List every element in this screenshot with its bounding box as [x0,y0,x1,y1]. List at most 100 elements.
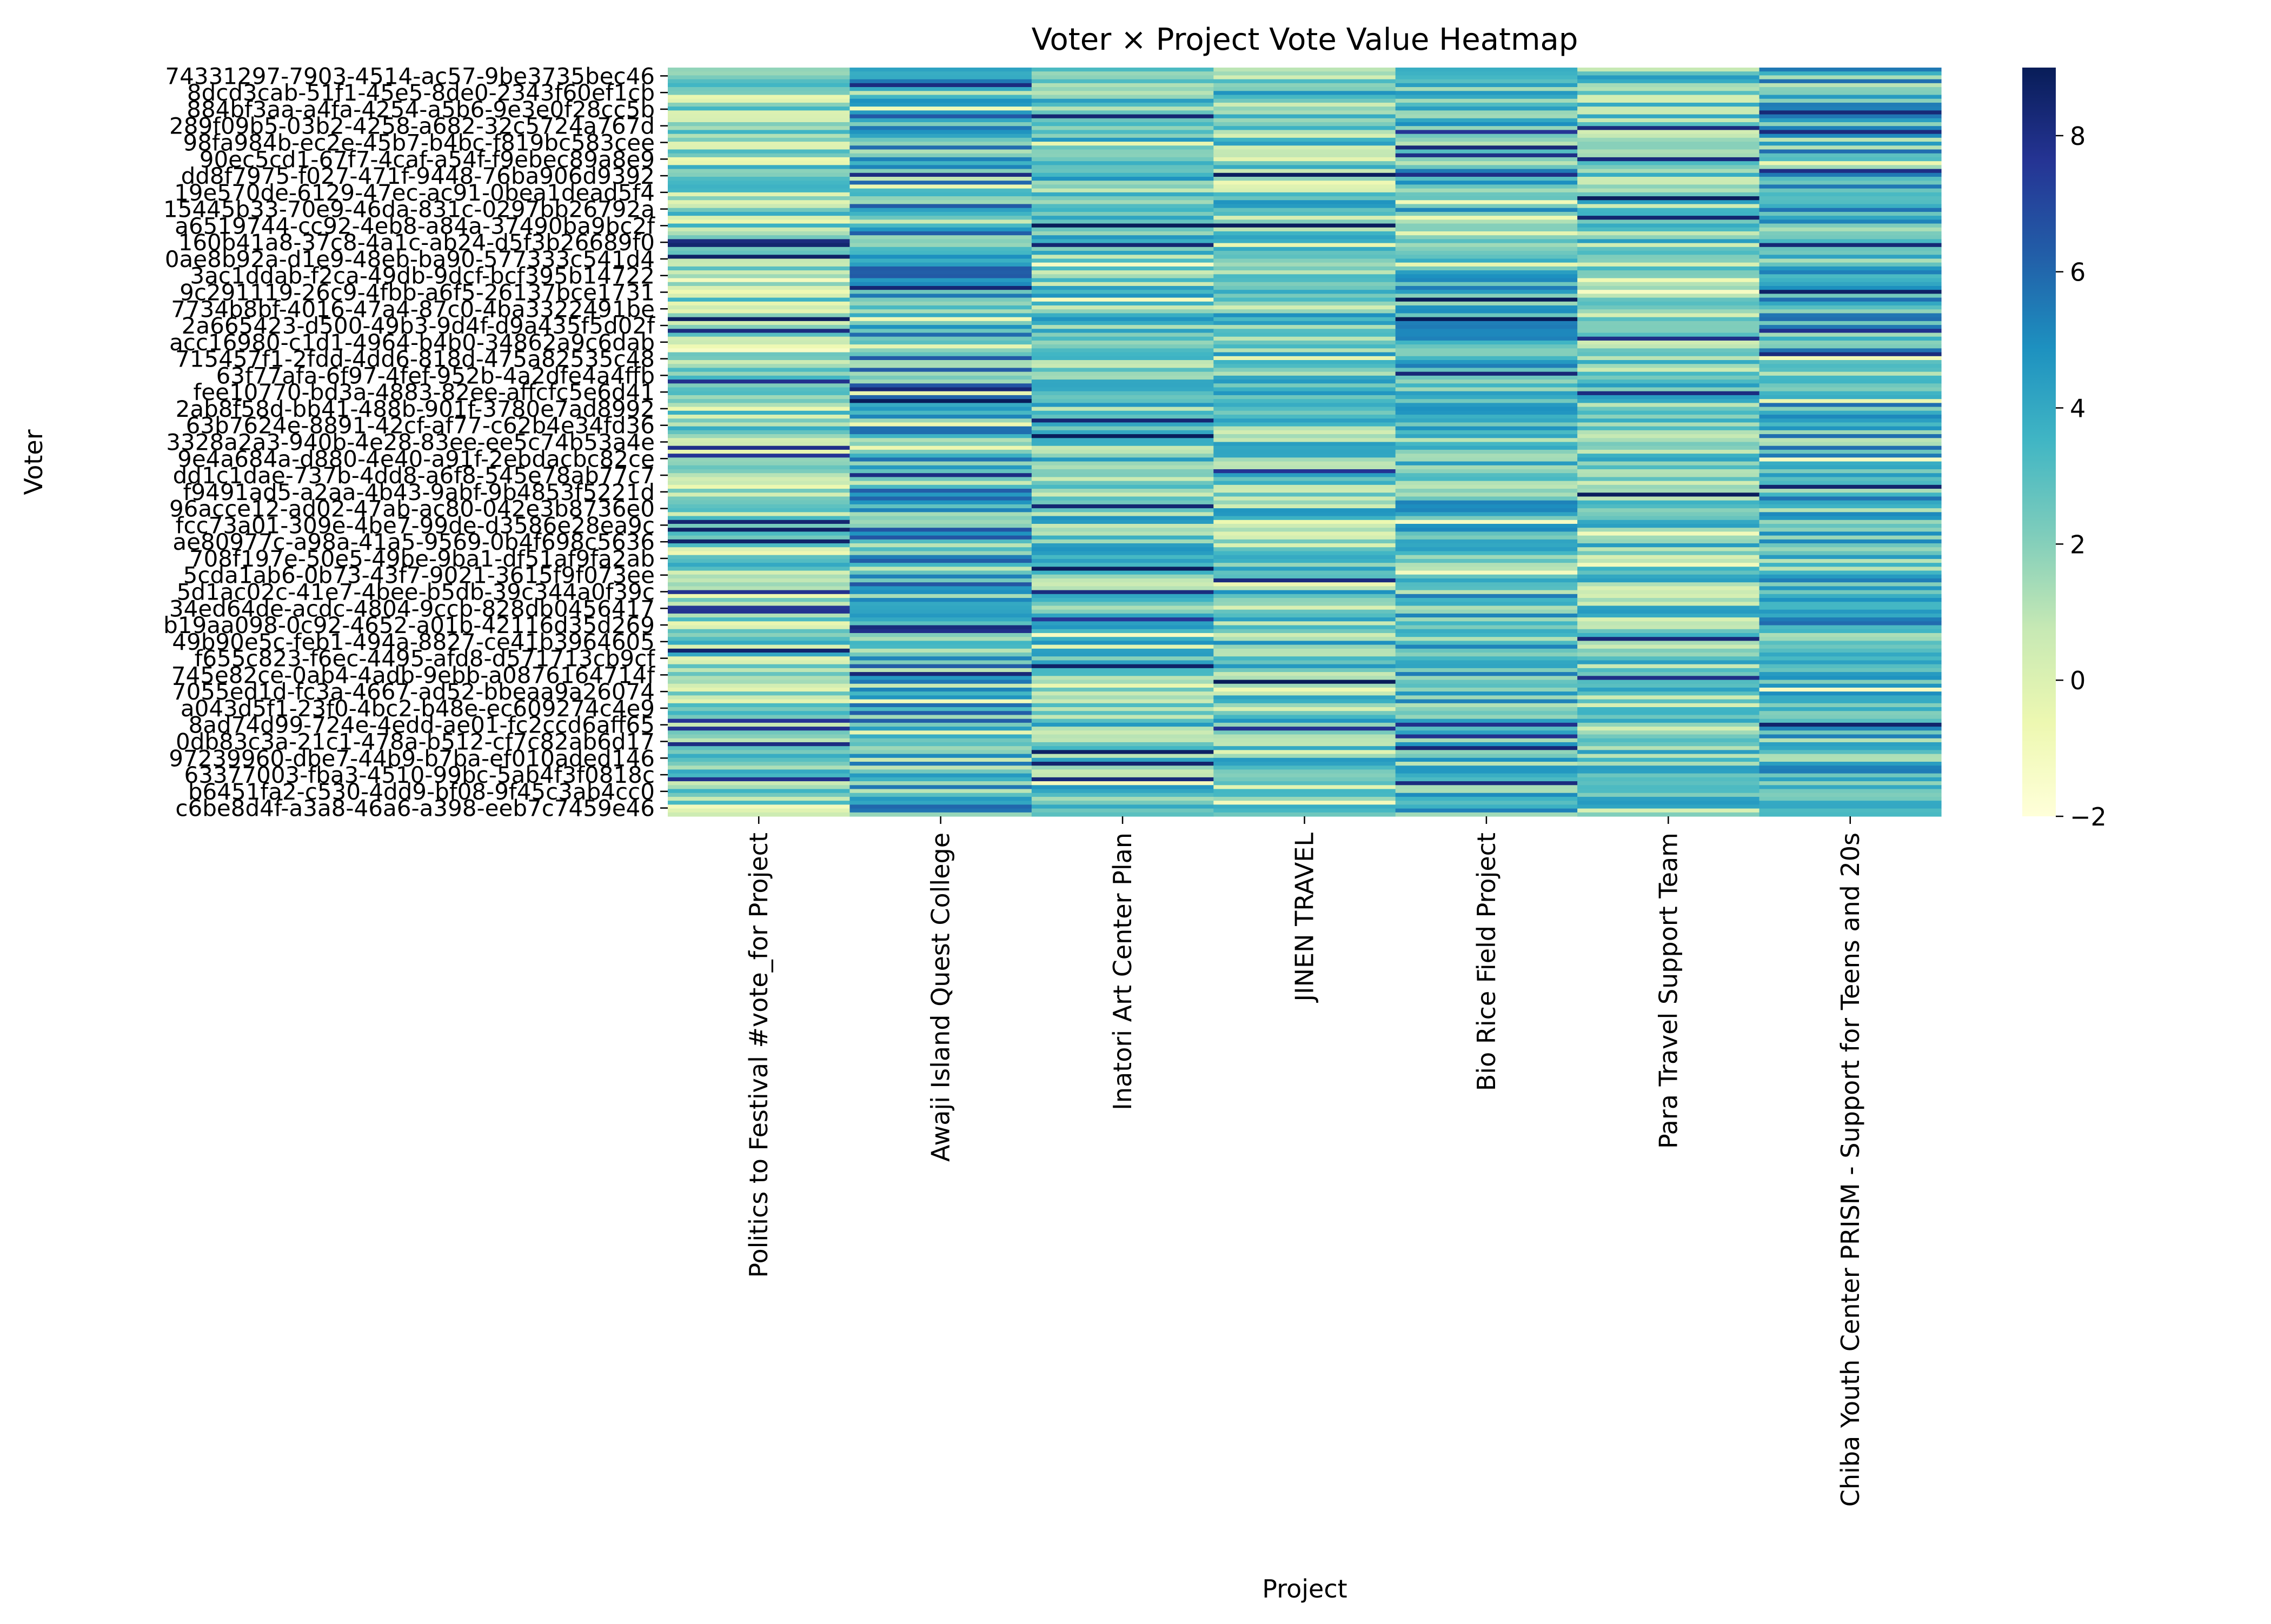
heatmap-cell [1213,633,1396,637]
heatmap-cell [1759,539,1942,544]
heatmap-cell [1577,586,1760,591]
heatmap-cell [668,668,851,673]
heatmap-cell [1577,687,1760,692]
heatmap-cell [1213,481,1396,485]
heatmap-cell [1759,504,1942,509]
heatmap-cell [849,454,1032,458]
heatmap-cell [1759,742,1942,747]
heatmap-cell [1759,609,1942,614]
heatmap-cell [1759,691,1942,696]
heatmap-cell [1213,122,1396,127]
heatmap-cell [1759,107,1942,111]
heatmap-cell [668,438,851,443]
heatmap-cell [668,239,851,244]
heatmap-cell [1213,535,1396,540]
heatmap-cell [668,812,851,817]
heatmap-cell [1395,457,1578,462]
heatmap-cell [1213,609,1396,614]
heatmap-cell [1031,332,1214,337]
heatmap-cell [668,216,851,220]
heatmap-cell [1213,590,1396,595]
row-tick-label: 34ed64de-acdc-4804-9ccb-828db0456417 [169,595,655,622]
heatmap-cell [668,531,851,536]
heatmap-cell [668,91,851,96]
heatmap-cell [1577,211,1760,216]
heatmap-cell [1577,153,1760,158]
heatmap-cell [1213,137,1396,142]
heatmap-cell [1031,157,1214,162]
heatmap-cell [1395,75,1578,80]
heatmap-cell [668,789,851,794]
heatmap-cell [1577,644,1760,649]
heatmap-cell [1759,605,1942,610]
heatmap-cell [1759,547,1942,552]
heatmap-cell [1759,98,1942,103]
heatmap-cell [1395,352,1578,357]
heatmap-cell [1577,305,1760,310]
heatmap-cell [1213,625,1396,630]
heatmap-cell [1577,403,1760,408]
heatmap-cell [1577,391,1760,396]
heatmap-cell [1031,165,1214,170]
heatmap-cell [1031,773,1214,778]
heatmap-cell [1031,789,1214,794]
row-tick-label: b19aa098-0c92-4652-a01b-42116d35d269 [163,612,655,638]
heatmap-cell [668,722,851,727]
heatmap-cell [1395,613,1578,618]
heatmap-cell [849,570,1032,575]
heatmap-cell [1213,130,1396,135]
heatmap-cell [1759,134,1942,138]
heatmap-cell [668,641,851,645]
heatmap-cell [1031,801,1214,805]
heatmap-cell [849,83,1032,88]
heatmap-cell [849,633,1032,637]
heatmap-cell [1213,687,1396,692]
heatmap-cell [1759,336,1942,341]
heatmap-cell [1031,489,1214,493]
heatmap-cell [1395,98,1578,103]
heatmap-cell [1395,656,1578,661]
heatmap-cell [849,161,1032,165]
heatmap-cell [668,75,851,80]
heatmap-cell [1395,796,1578,801]
heatmap-cell [1577,578,1760,583]
heatmap-cell [1213,727,1396,731]
heatmap-cell [1577,169,1760,174]
heatmap-cell [1395,110,1578,115]
heatmap-cell [1213,422,1396,427]
row-tick-label: 2a665423-d500-49b3-9d4f-d9a435f5d02f [182,312,656,339]
heatmap-cell [849,804,1032,809]
heatmap-cell [668,680,851,684]
heatmap-cell [668,227,851,232]
heatmap-cell [1577,656,1760,661]
heatmap-cell [1395,305,1578,310]
heatmap-cell [668,380,851,384]
row-tick-label: 5cda1ab6-0b73-43f7-9021-3615f9f073ee [183,562,655,589]
heatmap-cell [1577,804,1760,809]
heatmap-cell [1577,380,1760,384]
heatmap-cell [1031,653,1214,657]
heatmap-cell [1395,734,1578,739]
heatmap-cell [849,785,1032,790]
heatmap-cell [1395,567,1578,571]
heatmap-cell [1395,227,1578,232]
heatmap-cell [1031,582,1214,587]
heatmap-cell [1577,371,1760,376]
heatmap-cell [1577,766,1760,770]
heatmap-cell [1395,282,1578,287]
heatmap-cell [1213,403,1396,408]
heatmap-cell [1759,422,1942,427]
heatmap-cell [1031,766,1214,770]
heatmap-cell [668,102,851,107]
heatmap-cell [1213,695,1396,700]
heatmap-cell [1759,247,1942,251]
heatmap-cell [1213,352,1396,357]
heatmap-cell [1395,188,1578,193]
heatmap-cell [1213,454,1396,458]
heatmap-cell [1031,216,1214,220]
heatmap-cell [668,422,851,427]
heatmap-cell [1031,633,1214,637]
heatmap-cell [1213,149,1396,154]
heatmap-cell [849,699,1032,704]
heatmap-cell [668,262,851,267]
